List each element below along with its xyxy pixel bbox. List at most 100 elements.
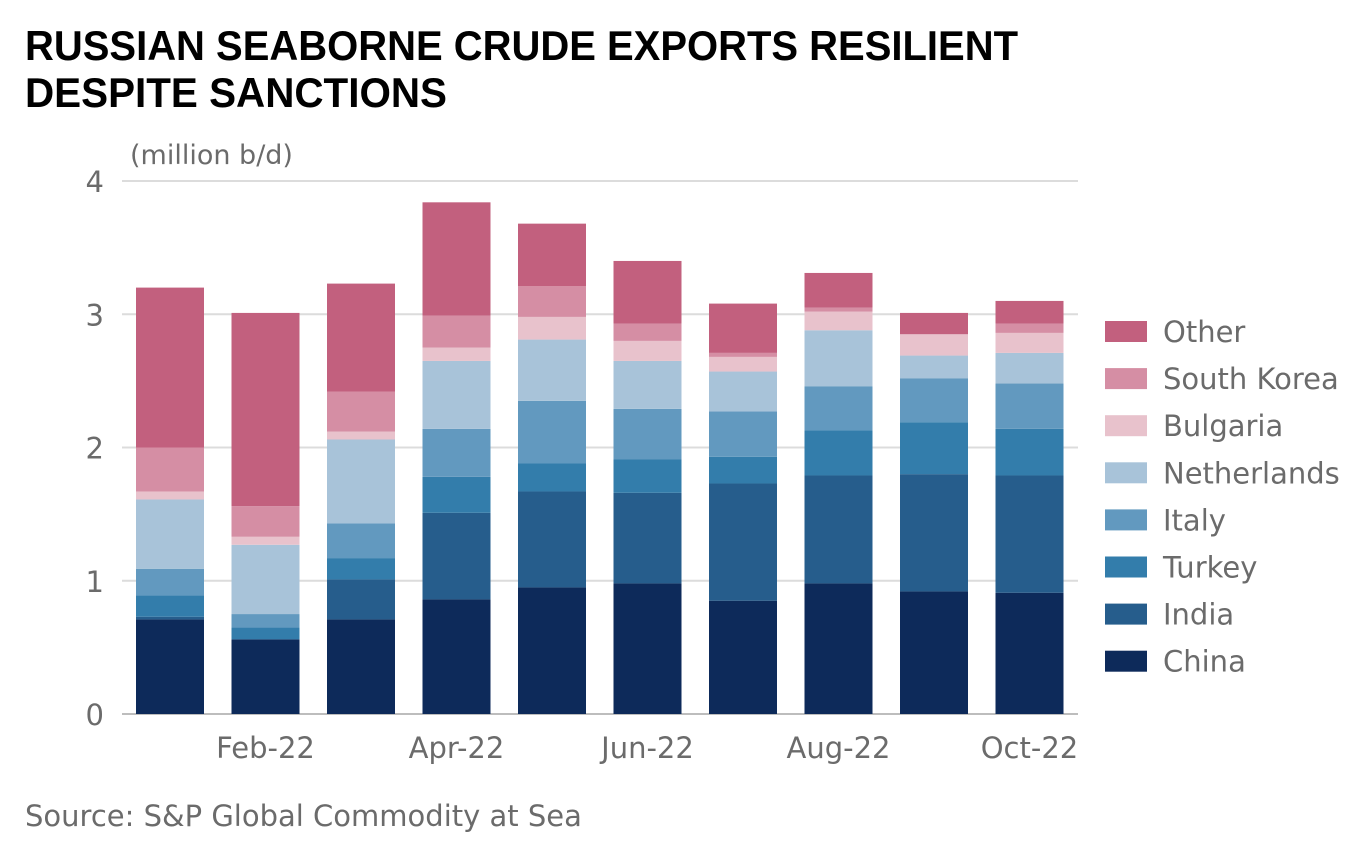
x-tick-label: Feb-22	[216, 731, 315, 765]
bar-segment-turkey	[900, 422, 968, 475]
bar-segment-other	[327, 283, 395, 392]
bar-segment-india	[136, 616, 204, 620]
legend-swatch	[1105, 650, 1147, 672]
bar-segment-china	[995, 592, 1064, 714]
bar-segment-italy	[900, 378, 968, 423]
bar-segment-india	[422, 512, 491, 600]
bar-stack-May-22	[518, 223, 586, 714]
bar-segment-india	[327, 579, 395, 620]
bar-segment-netherlands	[327, 439, 395, 524]
legend-item: China	[1105, 645, 1246, 679]
legend-swatch	[1105, 556, 1147, 578]
bar-segment-netherlands	[422, 360, 491, 429]
y-tick-label: 3	[86, 298, 104, 332]
bar-segment-south-korea	[327, 391, 395, 432]
x-tick-label: Jun-22	[599, 731, 694, 765]
bar-segment-italy	[518, 400, 586, 464]
legend-label: Other	[1163, 315, 1245, 349]
x-tick-label: Apr-22	[409, 731, 505, 765]
bar-segment-other	[804, 272, 873, 308]
bar-stack-Jul-22	[709, 303, 777, 714]
bar-segment-italy	[709, 411, 777, 457]
legend-item: Turkey	[1105, 551, 1257, 585]
bar-segment-china	[613, 583, 682, 714]
bar-segment-turkey	[518, 463, 586, 492]
bar-segment-south-korea	[136, 447, 204, 492]
y-tick-label: 0	[86, 698, 104, 732]
legend-label: China	[1163, 645, 1246, 679]
bar-segment-india	[613, 492, 682, 584]
bar-segment-turkey	[995, 428, 1064, 476]
bar-stack-Aug-22	[804, 272, 873, 714]
bar-stack-Jan-22	[136, 287, 204, 714]
bar-segment-south-korea	[518, 286, 586, 317]
legend-label: India	[1163, 598, 1234, 632]
y-tick-label: 4	[86, 165, 104, 199]
source-note: Source: S&P Global Commodity at Sea	[25, 799, 582, 833]
legend-swatch	[1105, 509, 1147, 531]
bar-stack-Mar-22	[327, 283, 395, 714]
bar-segment-china	[804, 583, 873, 714]
bar-stack-Jun-22	[613, 260, 682, 714]
bar-segment-italy	[136, 568, 204, 596]
bar-segment-turkey	[327, 558, 395, 580]
bar-segment-bulgaria	[327, 431, 395, 440]
bar-segment-south-korea	[995, 323, 1064, 333]
legend-item: India	[1105, 598, 1234, 632]
bar-segment-other	[136, 287, 204, 448]
bar-stack-Apr-22	[422, 202, 491, 714]
bar-segment-china	[327, 619, 395, 714]
bar-segment-other	[900, 312, 968, 335]
bar-segment-netherlands	[995, 352, 1064, 384]
bar-segment-south-korea	[231, 506, 300, 537]
legend-label: Bulgaria	[1163, 409, 1283, 443]
legend-item: Netherlands	[1105, 456, 1340, 490]
bar-segment-south-korea	[709, 352, 777, 357]
legend-swatch	[1105, 415, 1147, 437]
bar-segment-netherlands	[613, 360, 682, 409]
bar-segment-netherlands	[709, 371, 777, 412]
bar-segment-other	[422, 202, 491, 316]
bar-segment-italy	[422, 428, 491, 477]
bar-segment-south-korea	[804, 307, 873, 312]
legend-label: Turkey	[1162, 551, 1257, 585]
bar-segment-italy	[613, 408, 682, 460]
legend-label: Netherlands	[1163, 456, 1340, 490]
bar-segment-bulgaria	[518, 316, 586, 340]
bar-stack-Sep-22	[900, 312, 968, 714]
legend-swatch	[1105, 603, 1147, 625]
bar-segment-south-korea	[422, 315, 491, 348]
bar-segment-italy	[995, 383, 1064, 429]
bar-segment-bulgaria	[804, 311, 873, 331]
bar-segment-india	[900, 474, 968, 592]
chart-title-line-2: DESPITE SANCTIONS	[25, 69, 447, 116]
bar-segment-other	[709, 303, 777, 353]
bar-segment-netherlands	[804, 330, 873, 387]
x-tick-label: Aug-22	[787, 731, 891, 765]
bar-segment-other	[613, 260, 682, 324]
bar-stack-Oct-22	[995, 300, 1064, 714]
bar-segment-turkey	[231, 627, 300, 640]
bar-segment-other	[995, 300, 1064, 324]
legend-item: Other	[1105, 315, 1245, 349]
legend-swatch	[1105, 462, 1147, 484]
bar-segment-italy	[804, 386, 873, 431]
bar-segment-bulgaria	[995, 332, 1064, 353]
y-tick-label: 1	[86, 565, 104, 599]
bar-segment-bulgaria	[231, 536, 300, 545]
bar-segment-china	[709, 600, 777, 714]
bar-segment-turkey	[422, 476, 491, 513]
y-axis-unit-label: (million b/d)	[130, 140, 293, 171]
legend-label: South Korea	[1163, 362, 1339, 396]
bar-segment-turkey	[804, 430, 873, 476]
bar-segment-india	[518, 491, 586, 588]
bar-segment-china	[136, 619, 204, 714]
legend-swatch	[1105, 321, 1147, 342]
x-tick-label: Oct-22	[981, 731, 1079, 765]
bar-segment-bulgaria	[613, 340, 682, 361]
bar-segment-netherlands	[900, 355, 968, 379]
bar-segment-turkey	[136, 595, 204, 617]
y-tick-label: 2	[86, 432, 104, 466]
bar-segment-netherlands	[136, 499, 204, 569]
